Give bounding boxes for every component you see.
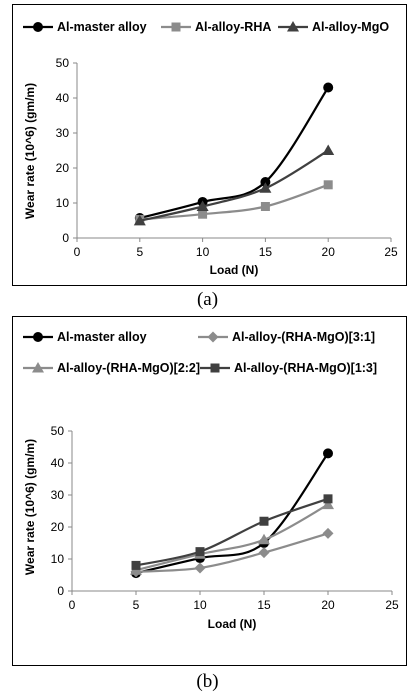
data-point (260, 202, 270, 211)
legend-label: Al-alloy-MgO (312, 20, 389, 34)
y-tick-label: 40 (56, 91, 70, 105)
x-tick-label: 20 (322, 245, 336, 259)
y-tick-label: 20 (51, 520, 65, 534)
data-point (322, 144, 335, 155)
data-point (259, 182, 272, 193)
y-tick-label: 30 (51, 488, 65, 502)
y-tick-label: 0 (57, 584, 64, 598)
chart-a: 0 10 20 30 40 50 0 5 10 15 20 25 Load (N) Wear rate (… (23, 20, 398, 277)
x-tick-label: 25 (384, 245, 398, 259)
data-point (322, 527, 334, 539)
legend-swatch-marker (33, 332, 43, 342)
data-point (323, 180, 333, 190)
y-tick-label: 20 (56, 161, 70, 175)
legend-swatch-marker (210, 363, 220, 373)
data-point (260, 177, 271, 187)
data-point (323, 82, 334, 93)
data-point (322, 498, 334, 510)
x-axis-label: Load (N) (210, 263, 259, 277)
legend-label: Al-alloy-RHA (195, 20, 271, 34)
data-point (198, 209, 208, 219)
y-tick-label: 0 (62, 231, 69, 245)
data-point (258, 533, 270, 545)
legend-swatch-marker (207, 331, 219, 343)
x-tick-label: 15 (259, 245, 273, 259)
y-tick-label: 10 (51, 552, 65, 566)
x-tick-label: 5 (133, 598, 140, 612)
y-axis-label: Wear rate (10^6) (gm/m) (23, 83, 37, 219)
caption-b: (b) (196, 671, 219, 692)
chart-panel-a: 0 10 20 30 40 50 0 5 10 15 20 25 Load (N) Wear rate (… (12, 4, 407, 286)
x-tick-label: 25 (385, 598, 399, 612)
data-point (258, 547, 270, 559)
series-line (135, 497, 329, 567)
x-tick-label: 0 (74, 245, 81, 259)
x-tick-label: 15 (257, 598, 271, 612)
legend-label: Al-alloy-(RHA-MgO)[3:1] (232, 330, 375, 344)
data-point (259, 516, 269, 526)
caption-a: (a) (196, 289, 219, 310)
data-point (194, 562, 206, 574)
data-point (133, 214, 146, 226)
x-tick-label: 10 (196, 245, 210, 259)
legend-label: Al-alloy-(RHA-MgO)[1:3] (234, 361, 377, 375)
series-line (135, 503, 329, 572)
x-axis-label: Load (N) (208, 617, 257, 631)
x-tick-label: 5 (136, 245, 143, 259)
data-point (195, 547, 205, 557)
legend-label: Al-alloy-(RHA-MgO)[2:2] (57, 361, 200, 375)
legend-swatch-marker (33, 22, 43, 32)
series-line (139, 183, 329, 221)
series-line (135, 452, 329, 575)
x-tick-label: 0 (69, 598, 76, 612)
y-tick-label: 10 (56, 196, 70, 210)
y-tick-label: 30 (56, 126, 70, 140)
legend-label: Al-master alloy (57, 20, 147, 34)
x-tick-label: 20 (321, 598, 335, 612)
legend-swatch-marker (287, 21, 299, 32)
data-point (131, 560, 141, 570)
legend-label: Al-master alloy (57, 330, 147, 344)
data-point (323, 494, 333, 504)
chart-b: 0 10 20 30 40 50 0 5 10 15 20 25 Load (N) Wear rate (… (23, 330, 399, 631)
data-point (323, 448, 333, 459)
legend-swatch-marker (32, 362, 44, 373)
series-line (139, 149, 329, 222)
series-line (139, 86, 330, 220)
series-line (135, 532, 329, 573)
x-tick-label: 10 (193, 598, 207, 612)
legend-swatch-marker (171, 22, 181, 32)
y-axis-label: Wear rate (10^6) (gm/m) (23, 439, 37, 575)
data-point (196, 200, 209, 211)
y-tick-label: 40 (51, 456, 65, 470)
y-tick-label: 50 (51, 424, 65, 438)
y-tick-label: 50 (56, 56, 70, 70)
chart-panel-b: 0 10 20 30 40 50 0 5 10 15 20 25 Load (N) Wear rate (… (12, 316, 407, 666)
